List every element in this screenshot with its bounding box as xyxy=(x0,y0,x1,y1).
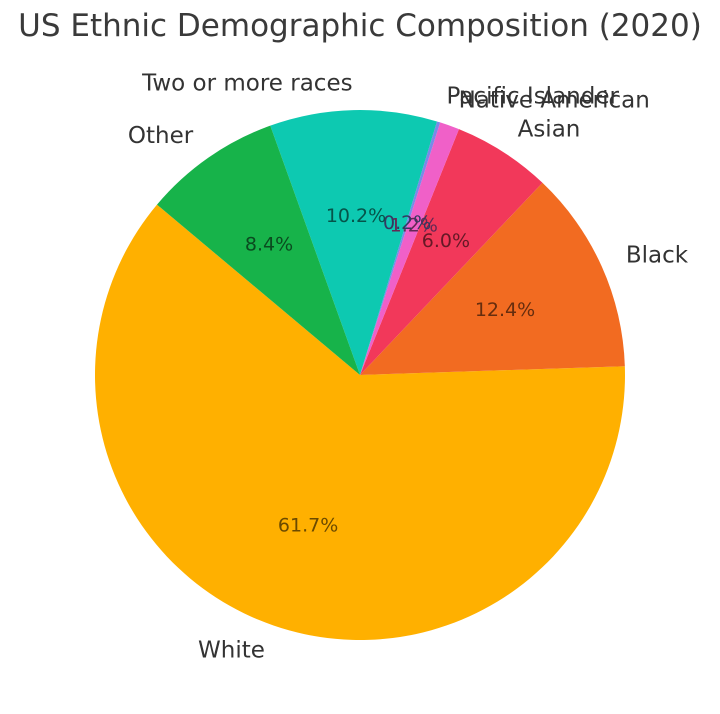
slice-label-pacific-islander: Pacific Islander xyxy=(447,84,620,110)
chart-title: US Ethnic Demographic Composition (2020) xyxy=(18,8,702,44)
slice-percent-two-or-more-races: 10.2% xyxy=(326,205,386,227)
pie-slice-black xyxy=(360,182,625,375)
slice-label-other: Other xyxy=(128,123,194,149)
pie-wedges xyxy=(94,110,625,641)
pie-slice-other xyxy=(157,125,360,376)
slice-label-white: White xyxy=(198,638,265,664)
pie-slice-native-american xyxy=(360,122,459,375)
pie-slice-pacific-islander xyxy=(360,121,441,375)
slice-label-asian: Asian xyxy=(518,117,581,143)
slice-percent-pacific-islander: 0.2% xyxy=(383,212,431,234)
slice-percent-native-american: 1.2% xyxy=(390,214,438,236)
pie-slice-asian xyxy=(360,129,543,375)
pie-slice-two-or-more-races xyxy=(270,110,438,375)
slice-percent-white: 61.7% xyxy=(278,514,338,536)
pie-labels: 61.7% White 12.4% Black 6.0% Asian 1.2% Native … xyxy=(128,71,689,664)
slice-label-two-or-more-races: Two or more races xyxy=(141,71,353,97)
slice-label-native-american: Native American xyxy=(459,88,650,114)
slice-percent-asian: 6.0% xyxy=(422,230,470,252)
slice-percent-black: 12.4% xyxy=(475,299,535,321)
slice-label-black: Black xyxy=(626,243,689,269)
pie-slice-white xyxy=(94,204,625,641)
slice-percent-other: 8.4% xyxy=(245,234,293,256)
